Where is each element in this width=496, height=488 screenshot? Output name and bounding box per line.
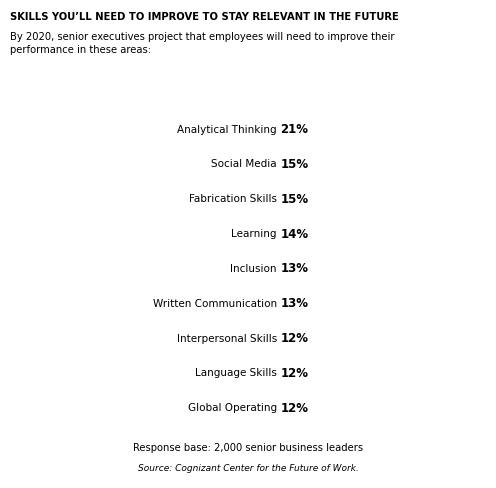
Text: 14%: 14%	[280, 227, 309, 240]
Text: Social Media: Social Media	[211, 159, 280, 169]
Text: Analytical Thinking: Analytical Thinking	[178, 124, 280, 134]
Text: By 2020, senior executives project that employees will need to improve their
per: By 2020, senior executives project that …	[10, 32, 394, 55]
Text: SKILLS YOU’LL NEED TO IMPROVE TO STAY RELEVANT IN THE FUTURE: SKILLS YOU’LL NEED TO IMPROVE TO STAY RE…	[10, 12, 399, 22]
Text: Inclusion: Inclusion	[231, 264, 280, 273]
Text: 15%: 15%	[280, 158, 309, 171]
Text: Fabrication Skills: Fabrication Skills	[189, 194, 280, 204]
Text: Global Operating: Global Operating	[188, 403, 280, 412]
Text: Learning: Learning	[232, 229, 280, 239]
Text: Source: Cognizant Center for the Future of Work.: Source: Cognizant Center for the Future …	[137, 463, 359, 471]
Text: Interpersonal Skills: Interpersonal Skills	[177, 333, 280, 343]
Text: 12%: 12%	[280, 366, 308, 379]
Text: Response base: 2,000 senior business leaders: Response base: 2,000 senior business lea…	[133, 442, 363, 451]
Text: 21%: 21%	[280, 123, 308, 136]
Text: 12%: 12%	[280, 331, 308, 345]
Text: Language Skills: Language Skills	[195, 368, 280, 378]
Text: 13%: 13%	[280, 262, 308, 275]
Text: Written Communication: Written Communication	[153, 298, 280, 308]
Text: 12%: 12%	[280, 401, 308, 414]
Text: 13%: 13%	[280, 297, 308, 310]
Text: 15%: 15%	[280, 192, 309, 205]
